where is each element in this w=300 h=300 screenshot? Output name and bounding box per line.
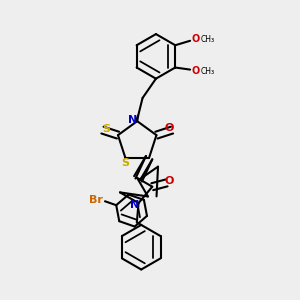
Text: O: O <box>191 34 200 44</box>
Text: O: O <box>191 66 200 76</box>
Text: O: O <box>164 123 174 133</box>
Text: N: N <box>128 115 137 125</box>
Text: O: O <box>164 176 174 185</box>
Text: CH₃: CH₃ <box>201 67 215 76</box>
Text: S: S <box>121 158 129 168</box>
Text: Br: Br <box>89 195 103 206</box>
Text: N: N <box>130 200 139 211</box>
Text: CH₃: CH₃ <box>201 35 215 44</box>
Text: S: S <box>102 124 110 134</box>
